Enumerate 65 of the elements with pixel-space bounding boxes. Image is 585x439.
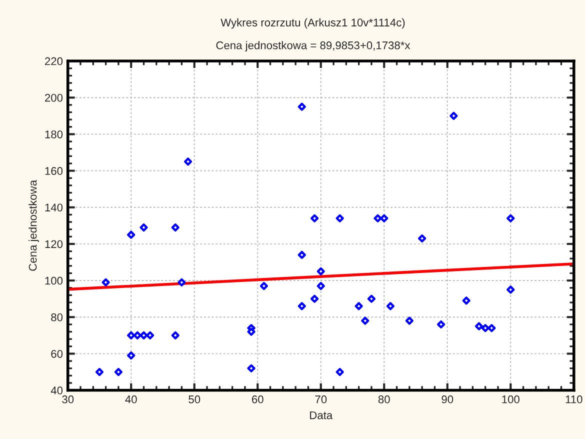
point [140, 223, 148, 232]
point [310, 294, 319, 303]
point [127, 331, 136, 340]
point [298, 302, 306, 310]
y-axis-title: Cena jednostkowa [28, 180, 39, 271]
y-tick-label: 100 [45, 276, 63, 285]
x-axis-title: Data [310, 411, 333, 420]
point [146, 331, 154, 340]
point [298, 102, 306, 111]
chart-subtitle: Cena jednostkowa = 89,9853+0,1738*x [216, 41, 410, 52]
point [506, 286, 515, 294]
point [462, 296, 470, 305]
point [488, 324, 496, 332]
point [127, 351, 136, 360]
point [95, 368, 104, 376]
point [178, 278, 186, 286]
x-tick-label: 90 [442, 395, 454, 404]
x-tick-label: 40 [125, 395, 137, 404]
x-tick-label: 30 [62, 395, 74, 404]
point [361, 316, 370, 325]
y-tick-label: 60 [51, 350, 63, 358]
point [260, 282, 268, 290]
point [171, 223, 180, 232]
y-tick-label: 220 [45, 57, 63, 66]
point [247, 364, 256, 372]
point [367, 294, 376, 303]
point [380, 214, 388, 222]
y-tick-label: 120 [45, 240, 63, 248]
x-tick-label: 100 [502, 395, 520, 404]
y-tick-label: 40 [50, 386, 63, 394]
x-tick-label: 80 [378, 395, 390, 404]
point [171, 331, 180, 340]
chart-title: Wykres rozrzutu (Arkusz1 10v*1114c) [220, 18, 405, 29]
point [298, 250, 306, 259]
point [354, 302, 363, 310]
point [450, 112, 458, 120]
point [436, 320, 446, 328]
point [127, 230, 136, 239]
point [133, 331, 142, 340]
point [247, 328, 256, 336]
y-tick-label: 180 [45, 130, 63, 138]
y-tick-label: 200 [45, 94, 63, 102]
point [140, 331, 148, 340]
point [336, 214, 344, 222]
x-tick-label: 70 [315, 395, 327, 404]
x-tick-label: 110 [566, 395, 582, 404]
y-tick-label: 160 [45, 167, 63, 175]
point [405, 316, 414, 325]
point [474, 322, 484, 330]
point [506, 214, 515, 222]
point [336, 368, 344, 376]
y-tick-label: 140 [45, 204, 63, 212]
point [316, 267, 325, 276]
point [481, 324, 490, 332]
x-tick-label: 60 [252, 395, 264, 404]
point [310, 214, 319, 222]
x-tick-label: 50 [188, 395, 200, 404]
y-tick-label: 80 [51, 313, 63, 322]
point [102, 278, 110, 286]
point [386, 302, 395, 310]
point [184, 158, 192, 166]
point [316, 282, 325, 290]
point [374, 214, 382, 222]
point [418, 234, 426, 243]
point [114, 368, 123, 376]
